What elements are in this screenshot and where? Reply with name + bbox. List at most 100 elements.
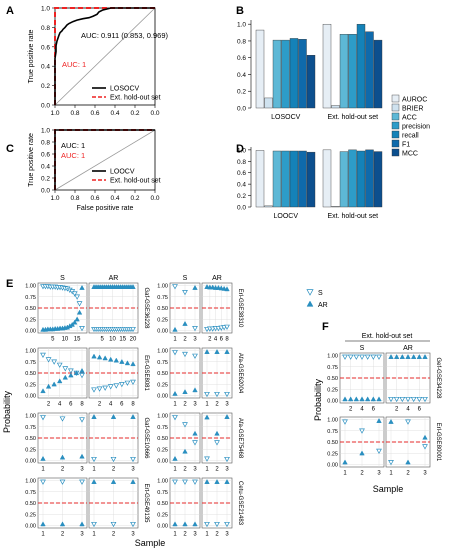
scatter-e-gaf-gse36228-ar-point bbox=[130, 284, 136, 289]
scatter-e-gaf-gse10666-ar-s-point bbox=[130, 456, 136, 463]
scatter-e-gaf-gse10666-xtick-label: 1 bbox=[41, 467, 45, 473]
scatter-e-cetu-gse21483-xtick-label: 1 bbox=[173, 532, 177, 538]
scatter-e-gaf-gse10666-s-ar-point bbox=[40, 455, 46, 461]
bar-b-ytick-label: 0.0 bbox=[237, 106, 246, 113]
scatter-e-ert-gse8081-s-point bbox=[62, 366, 69, 372]
scatter-e-ert-gse8081-s-point bbox=[45, 357, 52, 363]
bar-b-ytick-label: 0.2 bbox=[237, 89, 246, 96]
scatter-e-strip-label: S bbox=[183, 275, 188, 282]
bar-d-bar-recall bbox=[289, 150, 299, 208]
scatter-e-ert-gse49135-s-ar-point bbox=[59, 521, 66, 527]
metric-legend-swatch bbox=[391, 139, 400, 148]
metric-legend-swatch bbox=[391, 112, 400, 121]
scatter-e-ert-gse8081-s-ar-point bbox=[56, 378, 63, 384]
scatter-f-gef-gse34228-s-point bbox=[342, 354, 348, 360]
scatter-e-ert-gse8081-ar-point bbox=[124, 360, 131, 366]
scatter-e-gaf-gse36228-s-point bbox=[74, 294, 81, 300]
roc-c-ytick-label: 0.4 bbox=[41, 164, 50, 171]
scatter-e-ert-gse49135-s-point bbox=[59, 479, 66, 485]
scatter-e-afa-gse62004-xtick-label: 2 bbox=[183, 402, 187, 408]
scatter-e-gaf-gse36228-xtick-label: 5 bbox=[51, 337, 55, 343]
scatter-e-erl-gse38310-s-point bbox=[172, 284, 178, 290]
scatter-e-ert-gse8081-s-ar-point bbox=[73, 370, 80, 376]
roc-c-ylabel: True positive rate bbox=[28, 133, 35, 187]
roc-a-xtick-label: 0.6 bbox=[90, 110, 99, 117]
scatter-f-erl-gse80001-ytick-label: 0.00 bbox=[327, 463, 338, 469]
scatter-f-gef-gse34228-xtick-label: 2 bbox=[349, 407, 353, 413]
scatter-e-afa-gse62004-s-point bbox=[182, 351, 188, 358]
bar-b-bar-f1 bbox=[298, 39, 307, 109]
scatter-e-cetu-gse21483-xtick-label: 2 bbox=[215, 532, 219, 538]
bar-d-bar-mcc bbox=[306, 151, 316, 208]
scatter-e-ert-gse8081-xtick-label: 2 bbox=[98, 402, 102, 408]
bar-b-bar-auroc bbox=[322, 23, 332, 109]
scatter-e-cetu-gse21483-ar-s-point bbox=[224, 521, 230, 528]
scatter-e-gaf-gse10666-ar-point bbox=[91, 414, 97, 419]
roc-c-xtick-label: 1.0 bbox=[50, 195, 59, 202]
bar-b-bar-brier bbox=[331, 105, 340, 109]
scatter-e-gaf-gse10666-xtick-label: 2 bbox=[61, 467, 65, 473]
scatter-e-erl-gse38310-ytick-label: 0.75 bbox=[157, 295, 168, 301]
scatter-e-afa-gse75468-ar-point bbox=[214, 430, 220, 436]
scatter-e-ert-gse8081-ar-point bbox=[113, 357, 120, 363]
scatter-f-erl-gse80001-ar-s-point bbox=[422, 444, 428, 450]
bar-d-bar-acc bbox=[339, 151, 349, 208]
bar-b-bar-auroc bbox=[255, 29, 265, 109]
scatter-e-gaf-gse10666-xtick-label: 3 bbox=[131, 467, 135, 473]
scatter-e-afa-gse75468-ar-s-point bbox=[214, 440, 220, 446]
scatter-e-ert-gse8081-ar-point bbox=[102, 355, 108, 361]
scatter-e-gaf-gse10666-s-point bbox=[79, 417, 85, 423]
bar-d-bar-f1 bbox=[298, 150, 307, 208]
scatter-e-cetu-gse21483-s-point bbox=[182, 479, 188, 485]
scatter-e-legend-ar-swatch bbox=[306, 300, 314, 307]
roc-a-ytick-label: 0.4 bbox=[41, 64, 50, 71]
scatter-e-gaf-gse10666-ar-point bbox=[110, 414, 117, 419]
scatter-e-ert-gse8081-ar-s-point bbox=[102, 385, 109, 391]
scatter-e-ert-gse8081-xtick-label: 8 bbox=[80, 402, 84, 408]
scatter-e-strip-label: AR bbox=[212, 275, 222, 282]
scatter-e-ert-gse8081-ar-s-point bbox=[118, 382, 125, 388]
scatter-e-afa-gse62004-row-label: Afa-GSE62004 bbox=[237, 353, 243, 394]
scatter-e-erl-gse38310-xtick-label: 2 bbox=[208, 337, 212, 343]
scatter-f-gef-gse34228-ar-s-point bbox=[393, 396, 400, 403]
scatter-e-ert-gse49135-ar-point bbox=[130, 479, 136, 484]
bar-d-ytick-label: 0.8 bbox=[237, 159, 246, 166]
scatter-e-ert-gse49135-xtick-label: 3 bbox=[131, 532, 135, 538]
metric-legend-swatch bbox=[391, 103, 400, 112]
scatter-e-erl-gse38310-s-ar-point bbox=[172, 326, 178, 332]
scatter-e-ert-gse49135-s-ar-point bbox=[79, 521, 85, 527]
roc-a-ylabel: True positive rate bbox=[28, 29, 35, 83]
scatter-e-strip-label: S bbox=[60, 275, 65, 282]
scatter-e-afa-gse62004-ar-point bbox=[224, 349, 230, 354]
roc-a-xtick-label: 0.4 bbox=[110, 110, 119, 117]
scatter-e-gaf-gse10666-xtick-label: 1 bbox=[92, 467, 96, 473]
scatter-e-ert-gse8081-ar-point bbox=[119, 358, 125, 364]
scatter-e-afa-gse75468-ar-s-point bbox=[204, 456, 210, 462]
scatter-f-erl-gse80001-ar-point bbox=[388, 418, 394, 424]
panel-letter-d: D bbox=[236, 143, 244, 155]
scatter-e-ert-gse8081-s-point bbox=[51, 359, 58, 365]
scatter-e-cetu-gse21483-ar-s-point bbox=[204, 521, 210, 528]
roc-a-xtick-label: 0.8 bbox=[70, 110, 79, 117]
scatter-e-erl-gse38310-ytick-label: 0.00 bbox=[157, 329, 168, 335]
scatter-f-strip bbox=[340, 343, 384, 352]
roc-c-ytick-label: 0.8 bbox=[41, 140, 50, 147]
scatter-e-erl-gse38310-s-point bbox=[192, 326, 198, 332]
panel-letter-e: E bbox=[6, 278, 13, 290]
scatter-e-cetu-gse21483-xtick-label: 1 bbox=[205, 532, 209, 538]
scatter-e-gaf-gse36228-xtick-label: 20 bbox=[130, 337, 137, 343]
scatter-e-afa-gse75468-s-ar-point bbox=[182, 448, 188, 454]
scatter-e-afa-gse62004-ytick-label: 0.00 bbox=[157, 394, 168, 400]
roc-a-legend-red-label: Ext. hold-out set bbox=[110, 95, 161, 102]
scatter-e-cetu-gse21483-row-label: Cetu-GSE21483 bbox=[237, 481, 243, 526]
scatter-f-gef-gse34228-ytick-label: 0.50 bbox=[327, 376, 338, 382]
scatter-e-ylabel: Probability bbox=[2, 390, 12, 433]
scatter-e-ert-gse49135-xtick-label: 2 bbox=[61, 532, 65, 538]
scatter-f-erl-gse80001-ytick-label: 0.50 bbox=[327, 440, 338, 446]
bar-d-ytick-label: 0.2 bbox=[237, 193, 246, 200]
scatter-e-legend-s-label: S bbox=[318, 290, 323, 297]
scatter-e-gaf-gse10666-ar-s-point bbox=[91, 456, 97, 463]
scatter-e-ert-gse49135-ytick-label: 0.00 bbox=[25, 524, 36, 530]
scatter-f-gef-gse34228-ar-point bbox=[416, 354, 423, 359]
scatter-f-erl-gse80001-xtick-label: 1 bbox=[343, 471, 347, 477]
